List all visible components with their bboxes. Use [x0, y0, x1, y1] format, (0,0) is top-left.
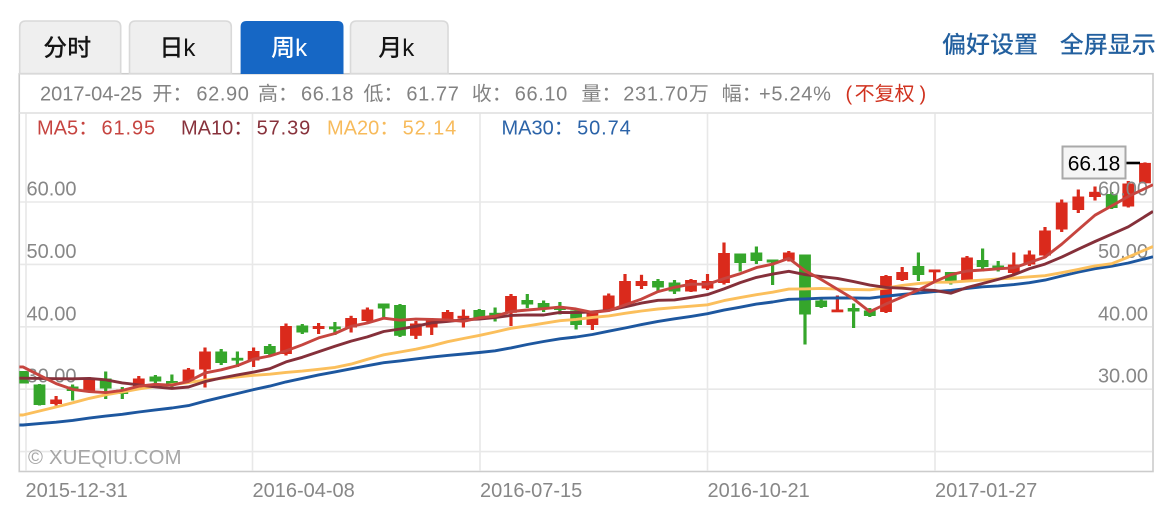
- svg-text:(: (: [846, 84, 853, 106]
- svg-text:61.77: 61.77: [406, 84, 459, 106]
- svg-text:40.00: 40.00: [27, 303, 77, 325]
- svg-text:2016-07-15: 2016-07-15: [480, 480, 582, 502]
- svg-text:50.00: 50.00: [27, 241, 77, 263]
- svg-text:k: k: [295, 35, 308, 62]
- svg-text:MA5: MA5: [37, 118, 78, 140]
- svg-text:231.70: 231.70: [623, 84, 688, 106]
- svg-text:© XUEQIU.COM: © XUEQIU.COM: [28, 447, 182, 469]
- svg-text:30.00: 30.00: [27, 366, 77, 388]
- svg-text:57.39: 57.39: [257, 118, 312, 140]
- svg-text:60.00: 60.00: [27, 179, 77, 201]
- svg-text:50.74: 50.74: [577, 118, 632, 140]
- svg-text:MA10: MA10: [181, 118, 233, 140]
- svg-text:30.00: 30.00: [1098, 366, 1148, 388]
- svg-text:+5.24%: +5.24%: [759, 84, 832, 106]
- svg-text:2016-10-21: 2016-10-21: [708, 480, 810, 502]
- svg-text:2016-04-08: 2016-04-08: [253, 480, 355, 502]
- svg-text:2017-04-25: 2017-04-25: [40, 84, 142, 106]
- svg-text:40.00: 40.00: [1098, 303, 1148, 325]
- svg-text:61.95: 61.95: [102, 118, 157, 140]
- svg-text:): ): [920, 84, 927, 106]
- svg-text:50.00: 50.00: [1098, 241, 1148, 263]
- svg-text:MA30: MA30: [502, 118, 554, 140]
- svg-text:MA20: MA20: [327, 118, 379, 140]
- svg-text:52.14: 52.14: [403, 118, 458, 140]
- svg-text:2015-12-31: 2015-12-31: [26, 480, 128, 502]
- svg-text:k: k: [183, 35, 196, 62]
- svg-text:66.10: 66.10: [515, 84, 568, 106]
- svg-text:2017-01-27: 2017-01-27: [935, 480, 1037, 502]
- svg-text:66.18: 66.18: [301, 84, 354, 106]
- svg-text:66.18: 66.18: [1068, 153, 1121, 176]
- svg-text:62.90: 62.90: [196, 84, 249, 106]
- svg-text:60.00: 60.00: [1098, 179, 1148, 201]
- svg-text:k: k: [402, 35, 415, 62]
